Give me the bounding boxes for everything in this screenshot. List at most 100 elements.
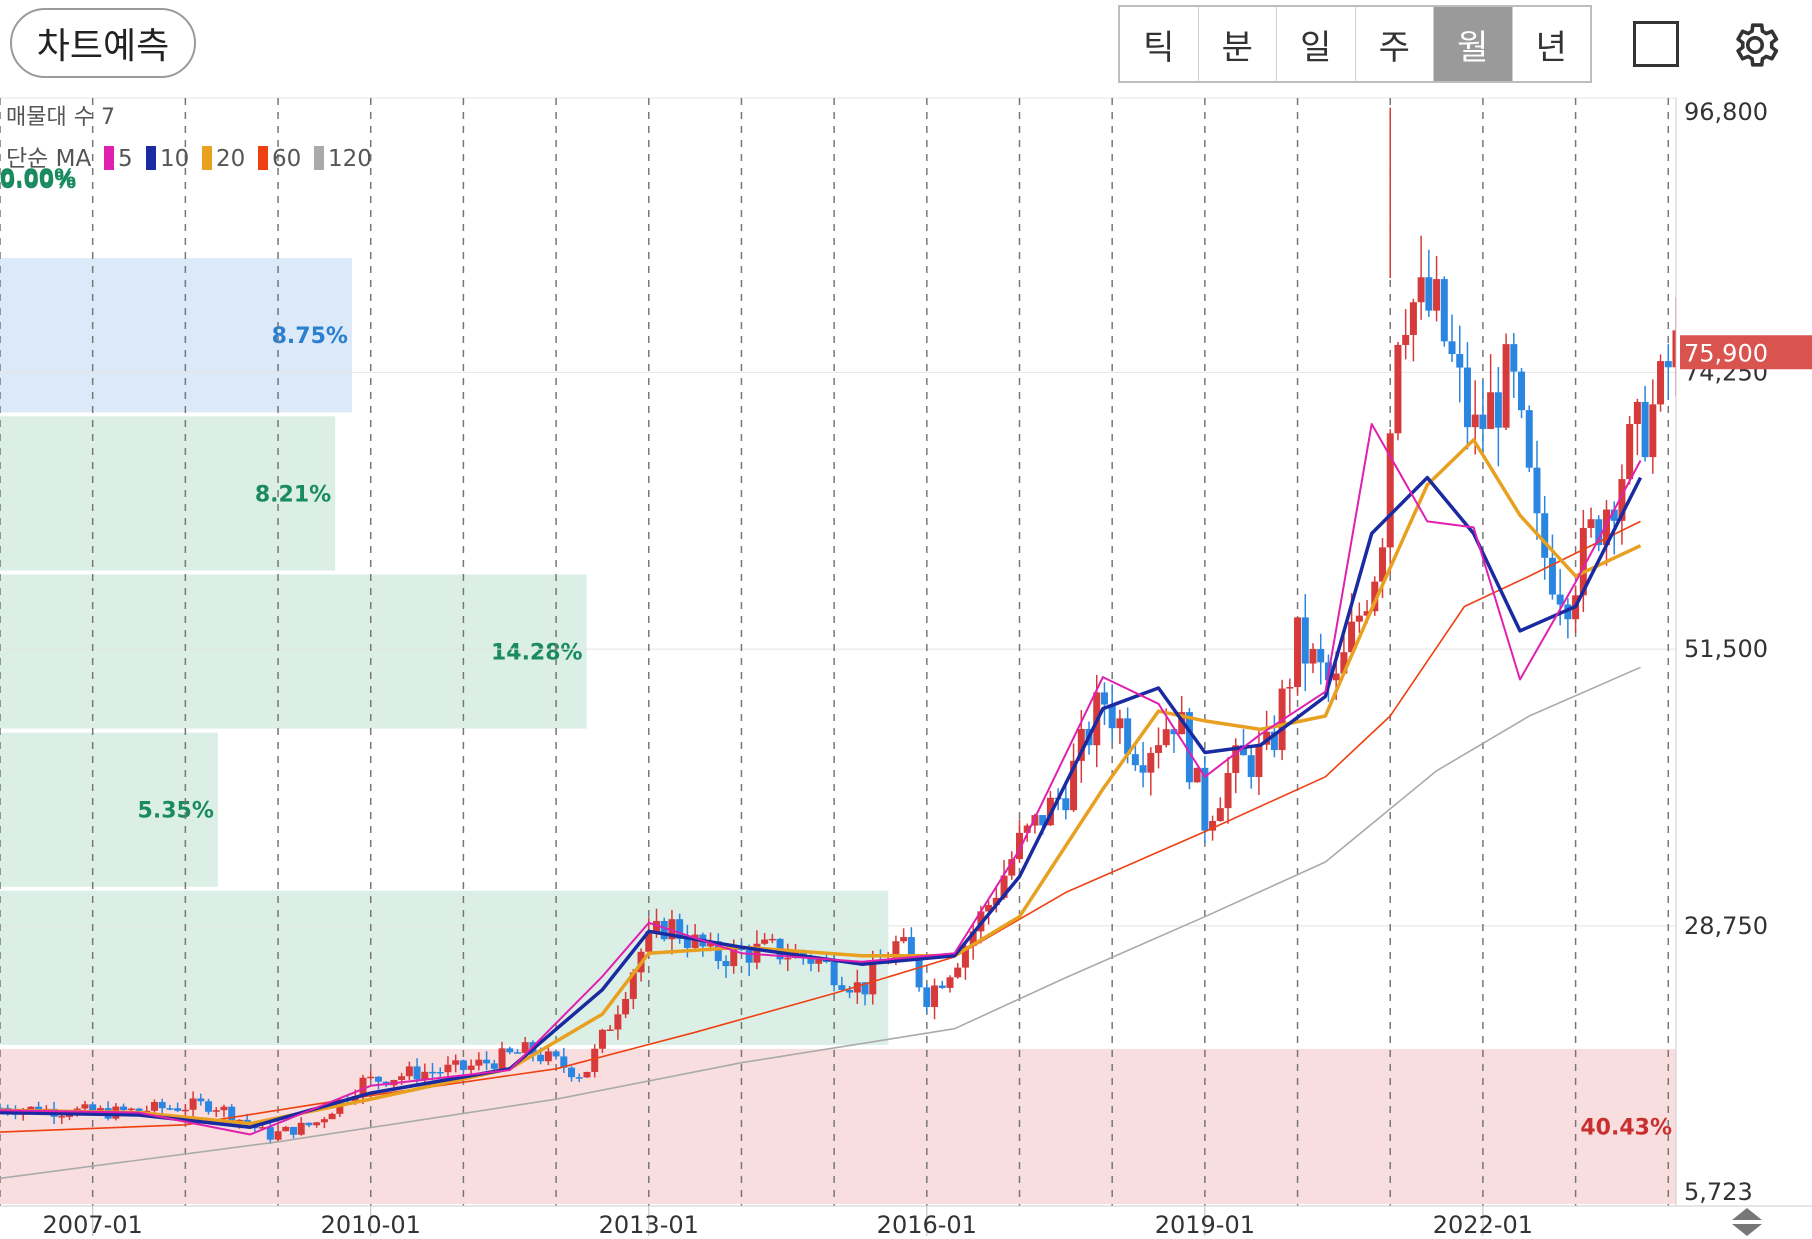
y-tick-label: 28,750	[1684, 912, 1768, 940]
x-tick-label: 2007-01	[43, 1211, 143, 1239]
candle-body	[861, 982, 869, 995]
x-tick-label: 2013-01	[599, 1211, 699, 1239]
candle-body	[521, 1042, 529, 1054]
candle-body	[1494, 392, 1502, 428]
candle-body	[691, 934, 699, 948]
candle-body	[1541, 513, 1549, 558]
candle-body	[992, 897, 1000, 905]
toolbar: 차트예측 틱 분 일 주 월 년	[0, 0, 1812, 96]
candle-body	[537, 1054, 545, 1062]
candle-body	[1664, 361, 1672, 368]
period-tab-week[interactable]: 주	[1356, 7, 1434, 81]
candle-body	[421, 1071, 429, 1080]
candle-body	[89, 1104, 97, 1112]
period-tab-month[interactable]: 월	[1434, 7, 1513, 81]
ma-legend-swatch	[104, 146, 114, 170]
candle-body	[1309, 648, 1317, 664]
y-tick-label: 51,500	[1684, 635, 1768, 663]
candle-body	[753, 943, 761, 963]
candle-body	[289, 1126, 297, 1135]
candlestick-chart[interactable]: 40.43%5.35%14.28%8.21%8.75%0.00%0.00%96,…	[0, 96, 1812, 1239]
candle-body	[931, 985, 939, 1007]
candle-body	[297, 1122, 305, 1135]
candle-body	[1579, 527, 1587, 596]
candle-body	[1525, 410, 1533, 468]
candle-body	[259, 1127, 267, 1129]
period-tab-tick[interactable]: 틱	[1120, 7, 1199, 81]
candle-body	[1417, 277, 1425, 303]
x-tick-label: 2019-01	[1155, 1211, 1255, 1239]
candle-body	[668, 919, 676, 940]
candle-body	[1633, 401, 1641, 425]
period-tab-day[interactable]: 일	[1277, 7, 1356, 81]
candle-body	[444, 1064, 452, 1073]
candle-body	[1000, 875, 1008, 898]
candle-body	[645, 931, 653, 952]
candle-body	[27, 1106, 35, 1111]
candle-body	[1209, 821, 1217, 831]
ma-legend-swatch	[258, 146, 268, 170]
gear-icon[interactable]	[1728, 18, 1782, 72]
candle-body	[907, 937, 915, 961]
last-price-tag	[1680, 335, 1812, 370]
candle-body	[1548, 557, 1556, 595]
candle-body	[745, 950, 753, 963]
candle-body	[1518, 371, 1526, 411]
candle-body	[305, 1122, 313, 1126]
candle-body	[96, 1108, 104, 1112]
candle-body	[1016, 832, 1024, 860]
candle-body	[197, 1098, 205, 1102]
ma-5-line	[0, 423, 1642, 1136]
candle-body	[166, 1108, 174, 1110]
x-tick-label: 2016-01	[877, 1211, 977, 1239]
candle-body	[1641, 401, 1649, 458]
candle-body	[1193, 767, 1201, 783]
candle-body	[969, 931, 977, 946]
candle-body	[1456, 354, 1464, 368]
candle-body	[313, 1122, 321, 1126]
candle-body	[398, 1076, 406, 1081]
candle-body	[66, 1115, 74, 1117]
candle-body	[1294, 617, 1302, 687]
candle-body	[544, 1051, 552, 1062]
candle-body	[174, 1108, 182, 1111]
candle-body	[1618, 479, 1626, 521]
period-tab-year[interactable]: 년	[1535, 27, 1567, 68]
last-price-label: 75,900	[1684, 339, 1768, 367]
candle-body	[660, 920, 668, 940]
candle-body	[459, 1060, 467, 1070]
candle-body	[405, 1066, 413, 1077]
candle-body	[475, 1059, 483, 1066]
volume-profile-band	[0, 416, 336, 571]
candle-body	[513, 1052, 521, 1054]
candle-body	[1070, 760, 1078, 811]
candle-body	[483, 1059, 491, 1064]
candle-body	[1502, 344, 1510, 428]
candle-body	[498, 1048, 506, 1069]
ma-legend-title: 단순 MA	[6, 146, 91, 172]
candle-body	[1409, 302, 1417, 335]
candle-body	[1232, 745, 1240, 773]
ma-legend-period: 10	[160, 146, 189, 172]
chart-predict-button[interactable]: 차트예측	[10, 8, 196, 78]
volume-profile-percent: 0.00%	[0, 169, 76, 194]
fullscreen-square-icon[interactable]	[1633, 21, 1679, 67]
candle-body	[568, 1067, 576, 1078]
candle-body	[1155, 745, 1163, 753]
candle-body	[714, 941, 722, 962]
candle-body	[1564, 604, 1572, 620]
candle-body	[181, 1109, 189, 1112]
candle-body	[1402, 334, 1410, 345]
candle-body	[1185, 712, 1193, 783]
candle-body	[1116, 718, 1124, 729]
period-tab-minute[interactable]: 분	[1199, 7, 1277, 81]
candle-body	[923, 987, 931, 1007]
axis-scroll-arrows-icon[interactable]	[1730, 1206, 1764, 1238]
x-tick-label: 2022-01	[1433, 1211, 1533, 1239]
candle-body	[1626, 424, 1634, 480]
candle-body	[1255, 744, 1263, 777]
candle-body	[1394, 344, 1402, 434]
candle-body	[1471, 414, 1479, 428]
candle-body	[1386, 433, 1394, 548]
candle-body	[838, 985, 846, 990]
